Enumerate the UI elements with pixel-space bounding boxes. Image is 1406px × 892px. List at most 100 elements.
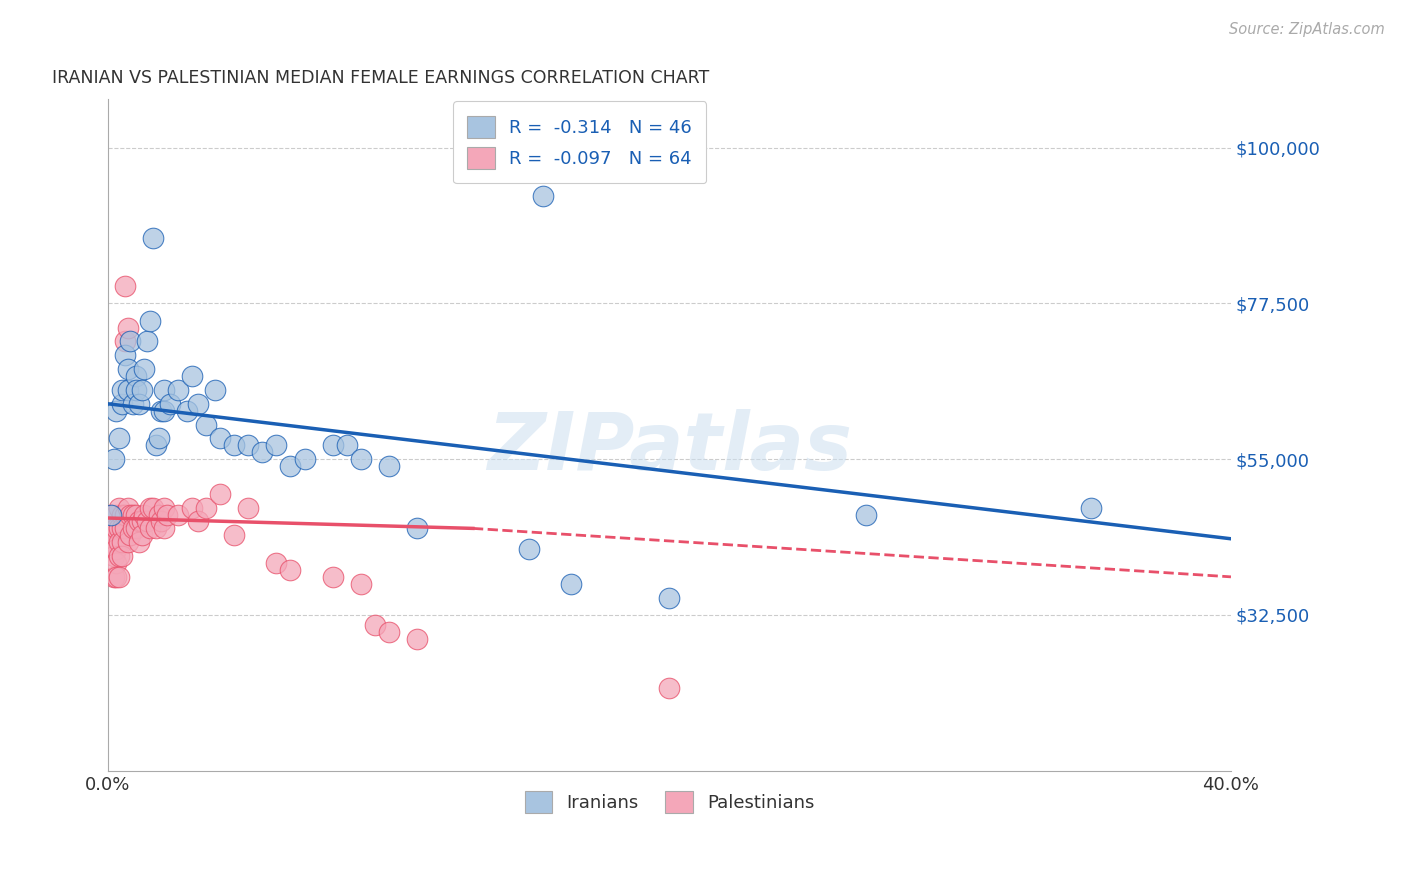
Point xyxy=(142,230,165,244)
Point xyxy=(100,508,122,522)
Point xyxy=(120,528,142,542)
Point xyxy=(100,508,122,522)
Point xyxy=(139,521,162,535)
Point xyxy=(108,570,131,584)
Point xyxy=(117,500,139,515)
Point xyxy=(187,515,209,529)
Point xyxy=(181,500,204,515)
Point xyxy=(658,591,681,605)
Point xyxy=(111,383,134,397)
Point xyxy=(131,515,153,529)
Point xyxy=(139,314,162,328)
Point xyxy=(108,549,131,563)
Point xyxy=(103,549,125,563)
Point xyxy=(100,535,122,549)
Point xyxy=(181,369,204,384)
Point xyxy=(131,383,153,397)
Point xyxy=(153,521,176,535)
Text: Source: ZipAtlas.com: Source: ZipAtlas.com xyxy=(1229,22,1385,37)
Point xyxy=(204,383,226,397)
Point xyxy=(114,334,136,349)
Point xyxy=(114,521,136,535)
Point xyxy=(209,487,232,501)
Point xyxy=(128,515,150,529)
Point xyxy=(125,521,148,535)
Point xyxy=(167,383,190,397)
Point xyxy=(105,521,128,535)
Point xyxy=(238,500,260,515)
Point xyxy=(517,542,540,557)
Point xyxy=(100,521,122,535)
Point xyxy=(136,334,159,349)
Point xyxy=(134,362,156,376)
Point xyxy=(224,438,246,452)
Point xyxy=(187,397,209,411)
Point xyxy=(125,508,148,522)
Point xyxy=(209,431,232,445)
Point xyxy=(238,438,260,452)
Text: ZIPatlas: ZIPatlas xyxy=(486,409,852,487)
Point xyxy=(108,500,131,515)
Point xyxy=(350,452,373,467)
Point xyxy=(405,632,427,647)
Point xyxy=(294,452,316,467)
Point xyxy=(105,556,128,570)
Point xyxy=(148,508,170,522)
Point xyxy=(855,508,877,522)
Point xyxy=(195,500,218,515)
Point xyxy=(377,625,399,640)
Point xyxy=(117,383,139,397)
Point xyxy=(531,189,554,203)
Point xyxy=(111,549,134,563)
Point xyxy=(377,459,399,474)
Point xyxy=(114,508,136,522)
Point xyxy=(139,500,162,515)
Point xyxy=(128,535,150,549)
Point xyxy=(117,535,139,549)
Point xyxy=(658,681,681,695)
Point xyxy=(114,279,136,293)
Point xyxy=(156,508,179,522)
Point xyxy=(405,521,427,535)
Point xyxy=(145,438,167,452)
Point xyxy=(122,397,145,411)
Point xyxy=(105,542,128,557)
Point xyxy=(153,403,176,417)
Point xyxy=(122,508,145,522)
Point xyxy=(111,508,134,522)
Point xyxy=(105,508,128,522)
Point xyxy=(322,570,344,584)
Point xyxy=(122,521,145,535)
Point xyxy=(111,521,134,535)
Point xyxy=(363,618,385,632)
Point xyxy=(103,570,125,584)
Point xyxy=(153,500,176,515)
Point xyxy=(125,369,148,384)
Point xyxy=(145,521,167,535)
Point xyxy=(111,535,134,549)
Point xyxy=(117,320,139,334)
Point xyxy=(153,383,176,397)
Point xyxy=(280,459,302,474)
Point xyxy=(150,515,173,529)
Point xyxy=(136,515,159,529)
Point xyxy=(114,348,136,362)
Point xyxy=(280,563,302,577)
Point xyxy=(224,528,246,542)
Point xyxy=(195,417,218,432)
Point xyxy=(120,508,142,522)
Legend: Iranians, Palestinians: Iranians, Palestinians xyxy=(516,782,824,822)
Point xyxy=(176,403,198,417)
Point xyxy=(350,576,373,591)
Point xyxy=(131,528,153,542)
Point xyxy=(150,403,173,417)
Point xyxy=(103,535,125,549)
Point xyxy=(167,508,190,522)
Point xyxy=(111,397,134,411)
Point xyxy=(134,508,156,522)
Point xyxy=(128,397,150,411)
Point xyxy=(103,452,125,467)
Point xyxy=(322,438,344,452)
Point xyxy=(252,445,274,459)
Point xyxy=(1080,500,1102,515)
